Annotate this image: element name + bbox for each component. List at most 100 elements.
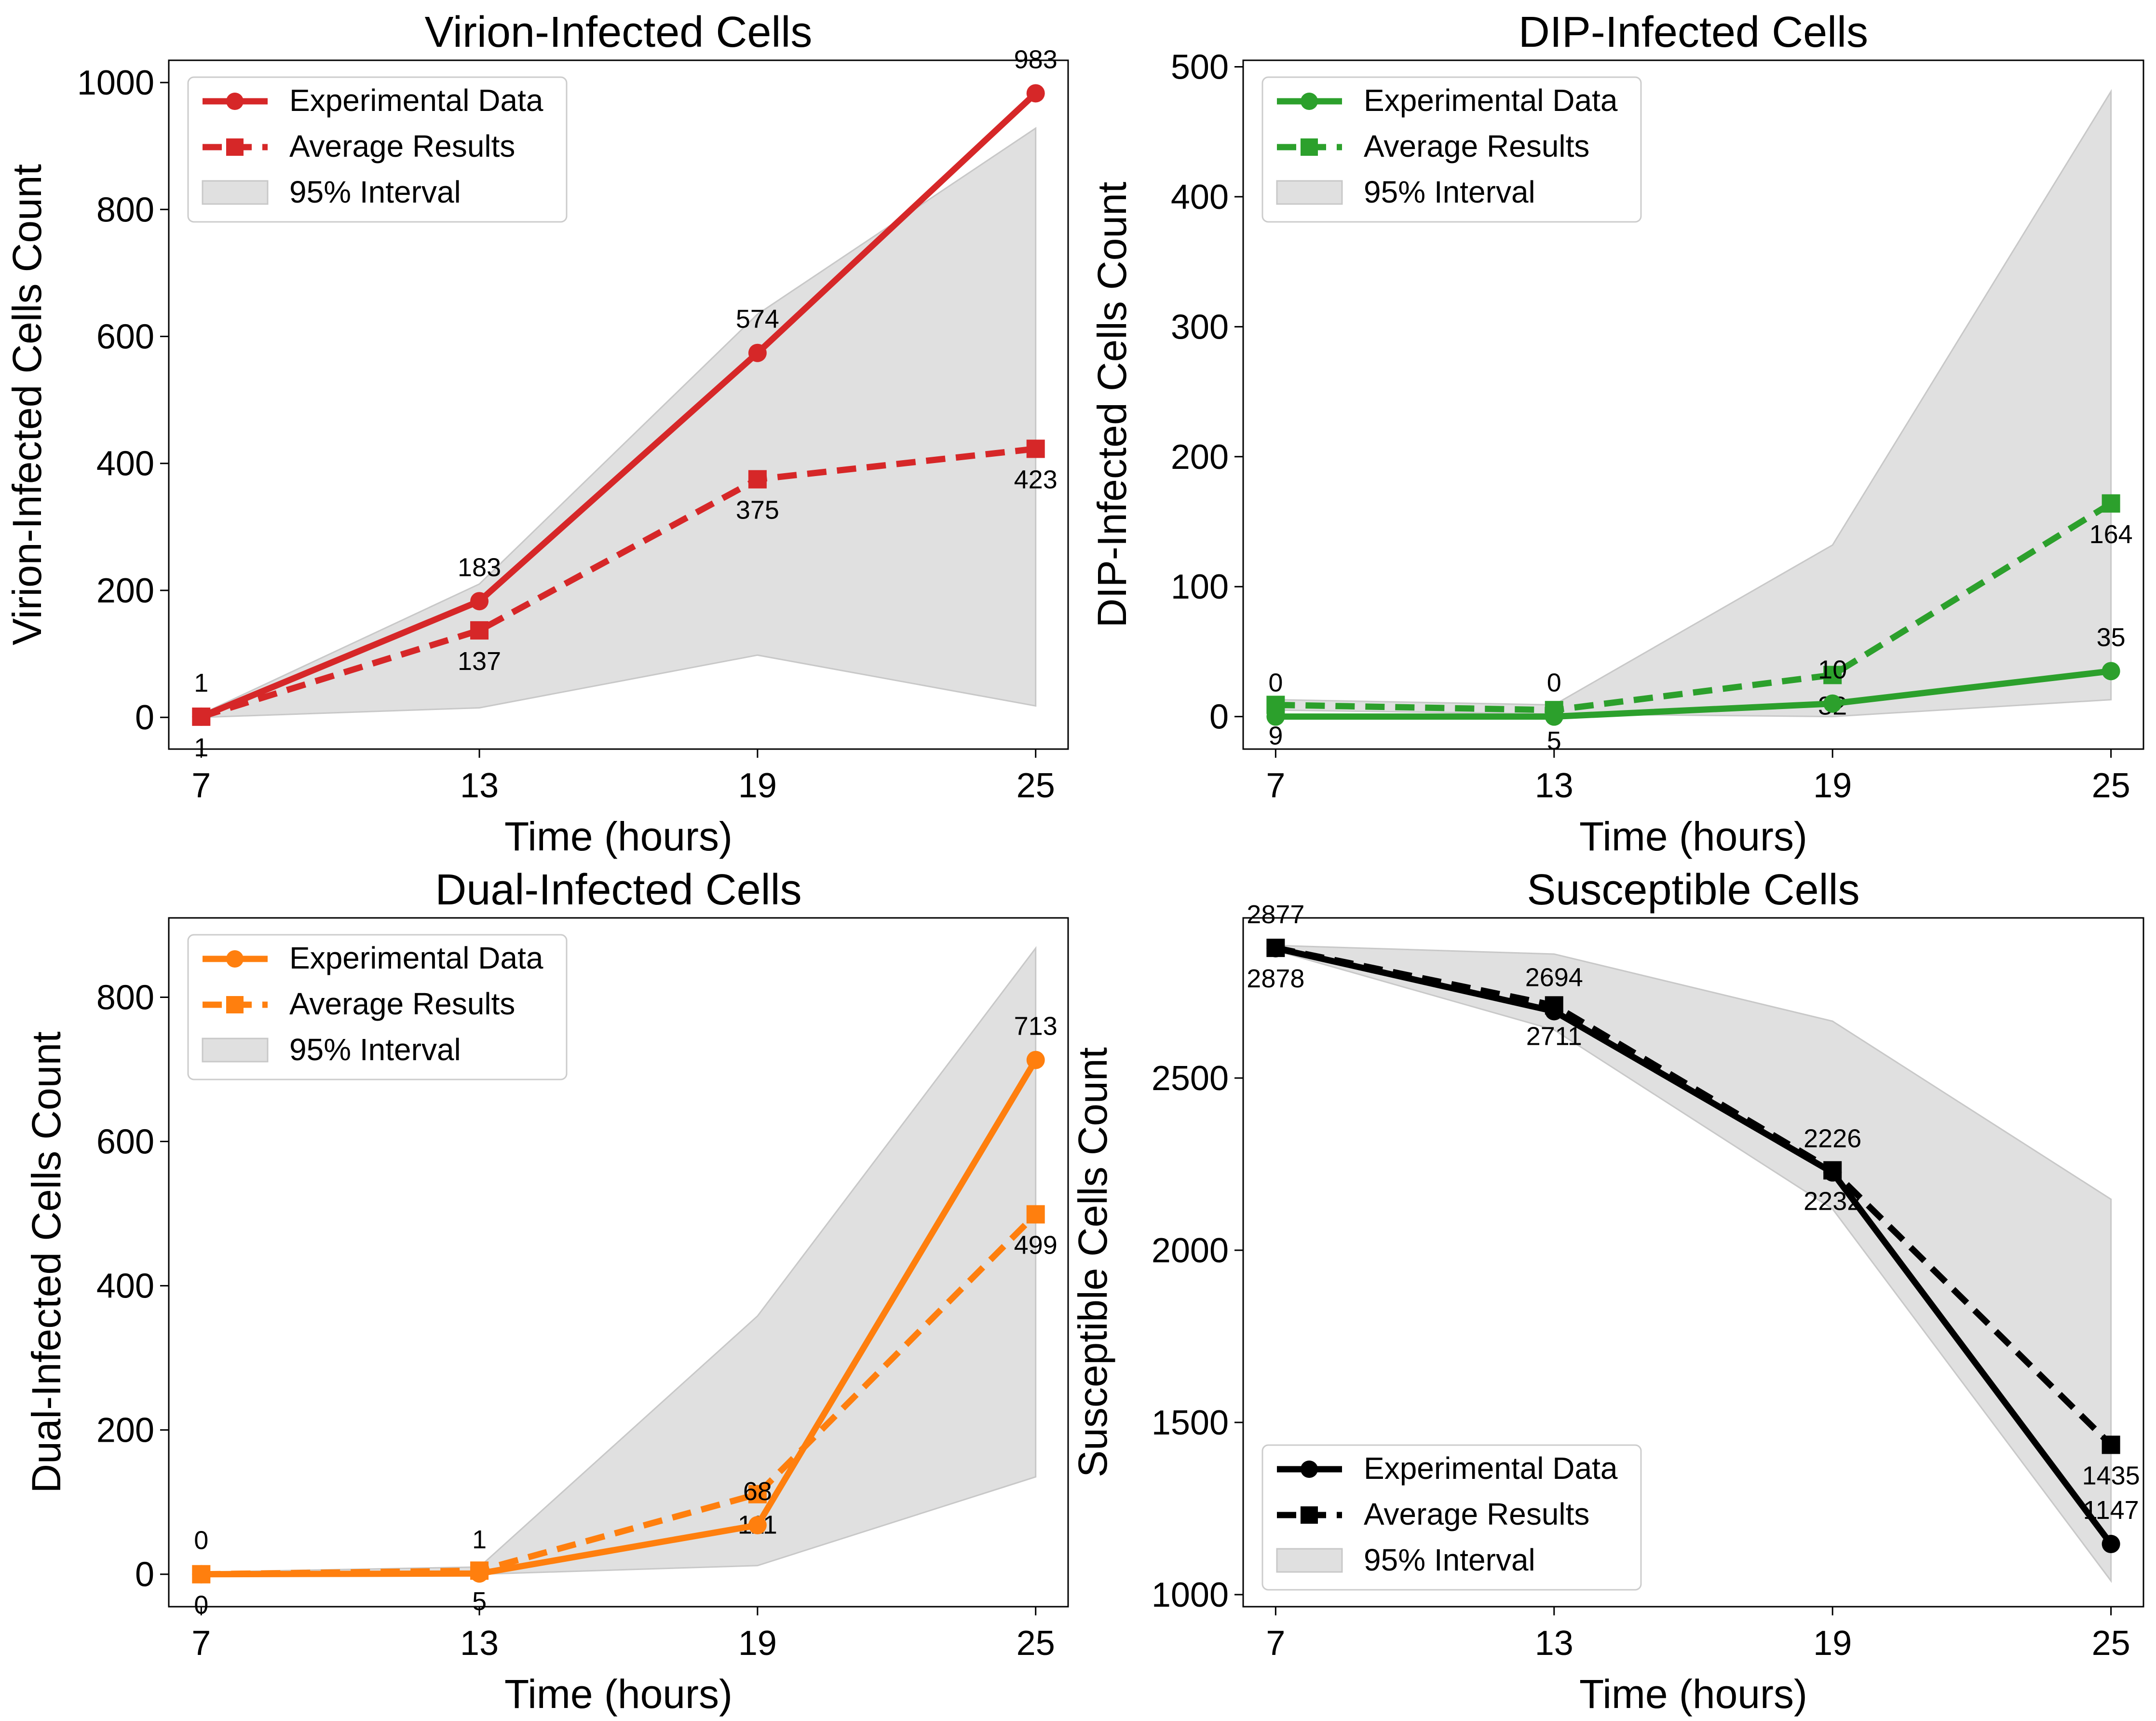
y-tick-label: 0 xyxy=(135,698,154,737)
data-point-average xyxy=(1823,666,1842,684)
legend-label-average: Average Results xyxy=(1364,129,1589,164)
legend-marker-average xyxy=(1301,138,1318,156)
data-label: 164 xyxy=(2089,520,2133,549)
series-line-average xyxy=(201,1212,1038,1578)
x-tick-label: 19 xyxy=(1813,766,1852,805)
data-point-experimental xyxy=(1026,84,1045,103)
legend-swatch-interval xyxy=(202,1038,269,1063)
data-point-experimental xyxy=(1545,1002,1563,1021)
legend-label-interval: 95% Interval xyxy=(1364,1543,1535,1577)
data-point-experimental xyxy=(1823,1163,1842,1182)
legend-marker-average xyxy=(226,996,244,1013)
interval-band xyxy=(1275,89,2112,718)
x-tick-label: 13 xyxy=(460,1624,499,1663)
y-tick-label: 1000 xyxy=(1152,1576,1229,1614)
data-point-experimental xyxy=(1266,939,1285,957)
data-point-average xyxy=(2102,1435,2120,1454)
data-point-average xyxy=(748,470,767,489)
series-line-experimental xyxy=(1275,945,2114,1546)
y-tick-label: 1500 xyxy=(1152,1404,1229,1442)
y-tick-label: 400 xyxy=(96,1267,154,1306)
y-tick-label: 1000 xyxy=(77,64,154,102)
x-axis-label: Time (hours) xyxy=(1579,1671,1807,1717)
data-point-average xyxy=(1026,439,1045,458)
data-label: 499 xyxy=(1014,1231,1058,1260)
data-point-experimental xyxy=(748,1516,767,1535)
x-tick-label: 13 xyxy=(460,766,499,805)
axes-frame xyxy=(168,59,1069,750)
data-label: 5 xyxy=(472,1587,487,1616)
y-tick-label: 500 xyxy=(1171,48,1229,86)
legend-marker-average xyxy=(1301,1506,1318,1524)
y-tick-label: 200 xyxy=(1171,438,1229,477)
data-point-experimental xyxy=(192,1565,211,1584)
data-label: 0 xyxy=(194,1591,208,1620)
y-tick-label: 800 xyxy=(96,978,154,1017)
legend-label-experimental: Experimental Data xyxy=(1364,1451,1618,1486)
legend-marker-average xyxy=(226,138,244,156)
x-tick-label: 13 xyxy=(1535,1624,1573,1663)
legend-swatch-interval xyxy=(1276,180,1343,205)
data-label: 0 xyxy=(194,1526,208,1555)
data-label: 1 xyxy=(194,669,208,697)
data-label: 0 xyxy=(1268,669,1283,697)
y-tick-label: 200 xyxy=(96,1411,154,1450)
data-point-average xyxy=(2102,494,2120,513)
chart-title: Dual-Infected Cells xyxy=(435,866,801,914)
x-tick-label: 19 xyxy=(1813,1624,1852,1663)
series-line-experimental xyxy=(200,91,1038,720)
legend-label-average: Average Results xyxy=(289,129,515,164)
data-point-experimental xyxy=(470,1564,489,1583)
chart-title: Susceptible Cells xyxy=(1527,866,1859,914)
data-point-average xyxy=(1026,1205,1045,1224)
legend-box xyxy=(187,934,568,1080)
chart-title: Virion-Infected Cells xyxy=(425,8,813,56)
data-label: 1 xyxy=(472,1525,487,1554)
x-tick-label: 19 xyxy=(738,1624,777,1663)
legend-marker-experimental xyxy=(226,950,244,968)
y-tick-label: 0 xyxy=(135,1556,154,1594)
x-tick-label: 19 xyxy=(738,766,777,805)
data-point-experimental xyxy=(1823,694,1842,713)
y-tick-label: 100 xyxy=(1171,568,1229,606)
legend-marker-experimental xyxy=(1301,93,1318,110)
y-axis-label: DIP-Infected Cells Count xyxy=(1089,182,1135,628)
data-label: 2877 xyxy=(1247,900,1304,929)
x-tick-label: 7 xyxy=(1266,1624,1285,1663)
data-point-average xyxy=(748,1485,767,1503)
legend-marker-experimental xyxy=(1301,1461,1318,1478)
data-label: 423 xyxy=(1014,465,1058,494)
data-label: 2694 xyxy=(1525,963,1583,992)
series-line-experimental xyxy=(1275,668,2112,720)
data-point-experimental xyxy=(2102,1535,2120,1554)
data-point-experimental xyxy=(1026,1051,1045,1069)
y-tick-label: 600 xyxy=(96,1123,154,1161)
series-line-average xyxy=(1275,501,2113,713)
data-point-experimental xyxy=(192,707,211,726)
x-tick-label: 25 xyxy=(1017,766,1055,805)
legend-box xyxy=(1261,76,1642,223)
y-tick-label: 400 xyxy=(96,445,154,483)
data-label: 68 xyxy=(743,1477,772,1506)
data-label: 9 xyxy=(1268,721,1283,750)
legend: Experimental Data Average Results 95% Inte… xyxy=(1261,1444,1642,1591)
legend-label-average: Average Results xyxy=(289,986,515,1021)
legend-label-experimental: Experimental Data xyxy=(289,941,543,975)
axes-frame xyxy=(1242,59,2144,750)
data-label: 137 xyxy=(458,647,501,676)
series-line-average xyxy=(200,446,1036,720)
data-label: 2226 xyxy=(1803,1124,1861,1153)
legend-marker-experimental xyxy=(226,93,244,110)
legend: Experimental Data Average Results 95% Inte… xyxy=(187,934,568,1080)
data-label: 983 xyxy=(1014,45,1058,74)
x-axis-label: Time (hours) xyxy=(1579,814,1807,859)
data-label: 183 xyxy=(458,553,501,582)
data-label: 1435 xyxy=(2082,1461,2140,1490)
y-tick-label: 800 xyxy=(96,191,154,229)
axes-frame xyxy=(168,917,1069,1608)
y-axis-label: Dual-Infected Cells Count xyxy=(24,1031,69,1493)
data-label: 5 xyxy=(1547,726,1561,755)
data-label: 574 xyxy=(736,305,779,334)
x-tick-label: 25 xyxy=(1017,1624,1055,1663)
